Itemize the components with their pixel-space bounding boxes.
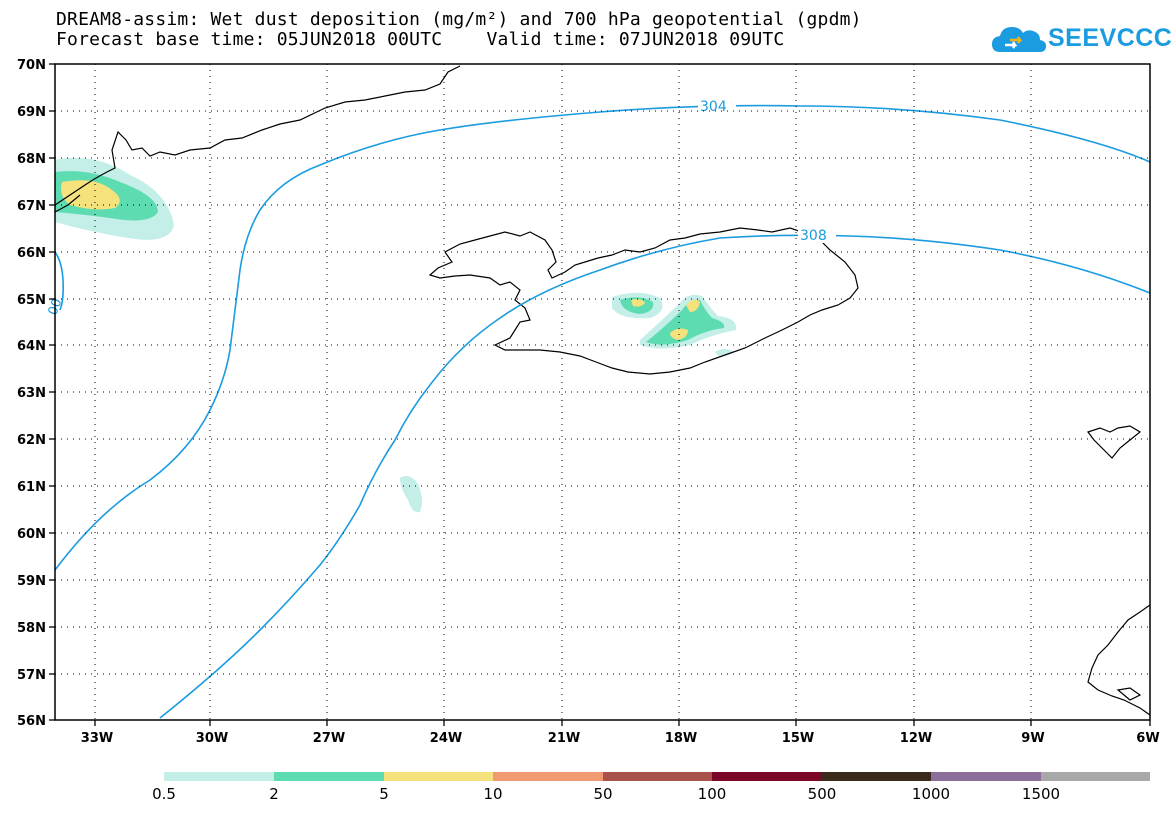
lat-label: 57N	[17, 668, 46, 683]
axis-ticks	[49, 63, 1151, 726]
colorbar-swatch	[164, 772, 274, 781]
coastlines	[54, 65, 1151, 716]
colorbar-swatch	[712, 772, 822, 781]
map-subtitle: Forecast base time: 05JUN2018 00UTC Vali…	[56, 29, 785, 50]
lat-label: 59N	[17, 574, 46, 589]
lon-label: 18W	[665, 731, 697, 746]
lon-label: 30W	[196, 731, 228, 746]
colorbar-label: 5	[379, 785, 389, 803]
map-title: DREAM8-assim: Wet dust deposition (mg/m²…	[56, 9, 862, 30]
lon-label: 27W	[313, 731, 345, 746]
lat-label: 63N	[17, 386, 46, 401]
faroe-islands	[1087, 425, 1142, 459]
lon-label: 6W	[1136, 731, 1159, 746]
contour-304	[54, 104, 1151, 571]
cloud-icon	[992, 27, 1046, 52]
colorbar-label: 0.5	[152, 785, 176, 803]
colorbar-swatch	[931, 772, 1041, 781]
longitude-labels: 33W 30W 27W 24W 21W 18W 15W 12W 9W 6W	[81, 731, 1160, 746]
colorbar-swatch	[822, 772, 931, 781]
colorbar-label: 500	[807, 785, 837, 803]
lon-label: 9W	[1021, 731, 1044, 746]
colorbar-swatch	[603, 772, 712, 781]
colorbar-swatch	[1041, 772, 1150, 781]
contour-label-308: 308	[800, 228, 827, 244]
lon-label: 21W	[548, 731, 580, 746]
colorbar-swatch	[274, 772, 384, 781]
lat-label: 67N	[17, 199, 46, 214]
colorbar-label: 100	[697, 785, 727, 803]
colorbar-label: 1500	[1021, 785, 1061, 803]
graticule	[55, 64, 1150, 720]
lon-label: 12W	[900, 731, 932, 746]
lat-label: 64N	[17, 339, 46, 354]
colorbar-label: 2	[269, 785, 279, 803]
colorbar-swatch	[384, 772, 493, 781]
lat-label: 61N	[17, 480, 46, 495]
dust-patch-greenland-core	[61, 180, 120, 210]
colorbar-label: 10	[483, 785, 503, 803]
colorbar-label: 1000	[911, 785, 951, 803]
dust-deposition-shading	[55, 157, 737, 513]
lat-label: 68N	[17, 152, 46, 167]
lat-label: 58N	[17, 621, 46, 636]
lat-label: 56N	[17, 714, 46, 729]
colorbar-label: 50	[593, 785, 613, 803]
contour-labels: 304 308 00	[46, 98, 836, 317]
contour-300	[54, 251, 64, 311]
lat-label: 62N	[17, 433, 46, 448]
dust-patch-ocean	[400, 476, 423, 513]
lat-label: 70N	[17, 58, 46, 73]
lat-label: 69N	[17, 105, 46, 120]
scotland-coast	[1087, 604, 1151, 716]
geopotential-contours	[54, 104, 1151, 719]
lon-label: 15W	[782, 731, 814, 746]
logo-text: SEEVCCC	[1048, 24, 1173, 52]
contour-308	[159, 234, 1151, 719]
latitude-labels: 70N 69N 68N 67N 66N 65N 64N 63N 62N 61N …	[17, 58, 46, 729]
seevccc-logo: SEEVCCC	[990, 18, 1172, 60]
contour-label-304: 304	[700, 99, 727, 115]
lat-label: 60N	[17, 527, 46, 542]
lat-label: 66N	[17, 246, 46, 261]
lat-label: 65N	[17, 293, 46, 308]
colorbar-swatch	[493, 772, 603, 781]
lon-label: 33W	[81, 731, 113, 746]
lon-label: 24W	[430, 731, 462, 746]
iceland-coast	[428, 227, 859, 375]
